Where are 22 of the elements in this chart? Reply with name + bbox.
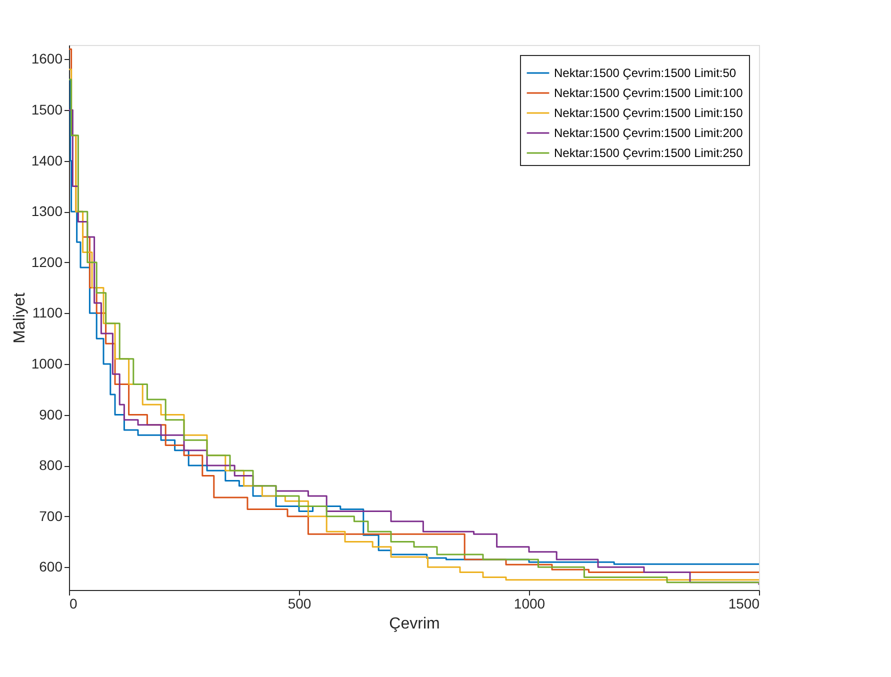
y-tick-label: 1000	[31, 355, 63, 372]
y-tick-label: 1400	[31, 152, 63, 168]
legend-label: Nektar:1500 Çevrim:1500 Limit:150	[554, 106, 744, 120]
legend-label: Nektar:1500 Çevrim:1500 Limit:200	[554, 126, 744, 140]
y-tick-label: 1100	[32, 304, 63, 321]
x-tick-label: 1500	[728, 596, 760, 612]
legend-label: Nektar:1500 Çevrim:1500 Limit:100	[554, 86, 744, 100]
y-tick-label: 1600	[31, 50, 63, 67]
y-tick-label: 1300	[31, 203, 63, 220]
y-axis-title: Maliyet	[11, 292, 28, 344]
y-tick-label: 600	[39, 558, 63, 575]
x-tick-label: 0	[70, 596, 78, 612]
y-tick-label: 800	[39, 457, 63, 474]
y-tick-label: 700	[39, 508, 63, 524]
legend-label: Nektar:1500 Çevrim:1500 Limit:50	[554, 66, 736, 80]
legend-label: Nektar:1500 Çevrim:1500 Limit:250	[554, 146, 744, 160]
x-tick-label: 500	[288, 596, 312, 612]
x-axis-title: Çevrim	[389, 616, 440, 632]
y-tick-label: 1200	[31, 254, 63, 270]
x-tick-label: 1000	[514, 596, 546, 612]
y-tick-label: 900	[39, 406, 63, 422]
y-tick-label: 1500	[31, 102, 63, 118]
